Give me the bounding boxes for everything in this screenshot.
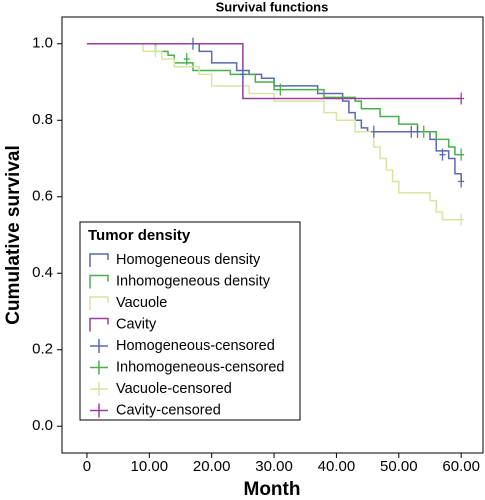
censor-mark (183, 53, 190, 66)
survival-line (86, 43, 462, 221)
chart-title: Survival functions (216, 0, 329, 14)
legend-swatch (90, 360, 108, 375)
x-tick-label: 20.00 (193, 458, 231, 475)
legend-swatch (89, 274, 109, 289)
y-tick-label: 0.0 (32, 417, 53, 434)
censor-mark (458, 175, 465, 188)
y-tick-label: 0.8 (32, 111, 53, 128)
legend-label: Inhomogeneous density (116, 273, 271, 289)
y-axis-label: Cumulative survival (3, 145, 24, 325)
x-tick-label: 10.00 (131, 458, 169, 475)
legend-label: Inhomogeneous-censored (116, 359, 284, 375)
censor-mark (439, 148, 446, 161)
legend-label: Vacuole-censored (116, 381, 232, 397)
censor-mark (152, 45, 159, 58)
censor-mark (189, 37, 196, 50)
x-tick-label: 0 (83, 458, 91, 475)
y-tick-label: 0.2 (32, 341, 53, 358)
censor-mark (458, 213, 465, 226)
legend-swatch (89, 317, 109, 332)
censor-mark (370, 125, 377, 138)
legend-swatch (90, 382, 108, 396)
censor-mark (458, 92, 465, 105)
legend-swatch (90, 339, 108, 353)
x-tick-label: 30.00 (255, 458, 293, 475)
censor-mark (239, 68, 246, 81)
legend-label: Homogeneous density (116, 252, 261, 268)
x-tick-label: 50.00 (380, 458, 418, 475)
legend-title: Tumor density (88, 227, 191, 244)
legend-swatch (89, 296, 109, 310)
y-tick-label: 0.4 (32, 264, 53, 281)
x-tick-label: 40.00 (318, 458, 356, 475)
y-tick-label: 0.6 (32, 188, 53, 205)
censor-mark (408, 125, 415, 138)
legend-box (79, 221, 301, 421)
legend-label: Cavity (116, 316, 157, 332)
censor-mark (420, 125, 427, 138)
censor-mark (458, 148, 465, 161)
censor-mark (277, 83, 284, 96)
survival-line (86, 43, 462, 182)
legend-label: Homogeneous-censored (116, 338, 275, 354)
legend-label: Vacuole (116, 295, 167, 311)
x-axis-label: Month (244, 479, 301, 500)
legend-swatch (90, 403, 108, 418)
x-tick-label: 60.00 (442, 458, 480, 475)
y-tick-label: 1.0 (32, 35, 53, 52)
legend-swatch (89, 253, 109, 267)
censor-mark (414, 125, 421, 138)
legend-label: Cavity-censored (116, 402, 221, 418)
